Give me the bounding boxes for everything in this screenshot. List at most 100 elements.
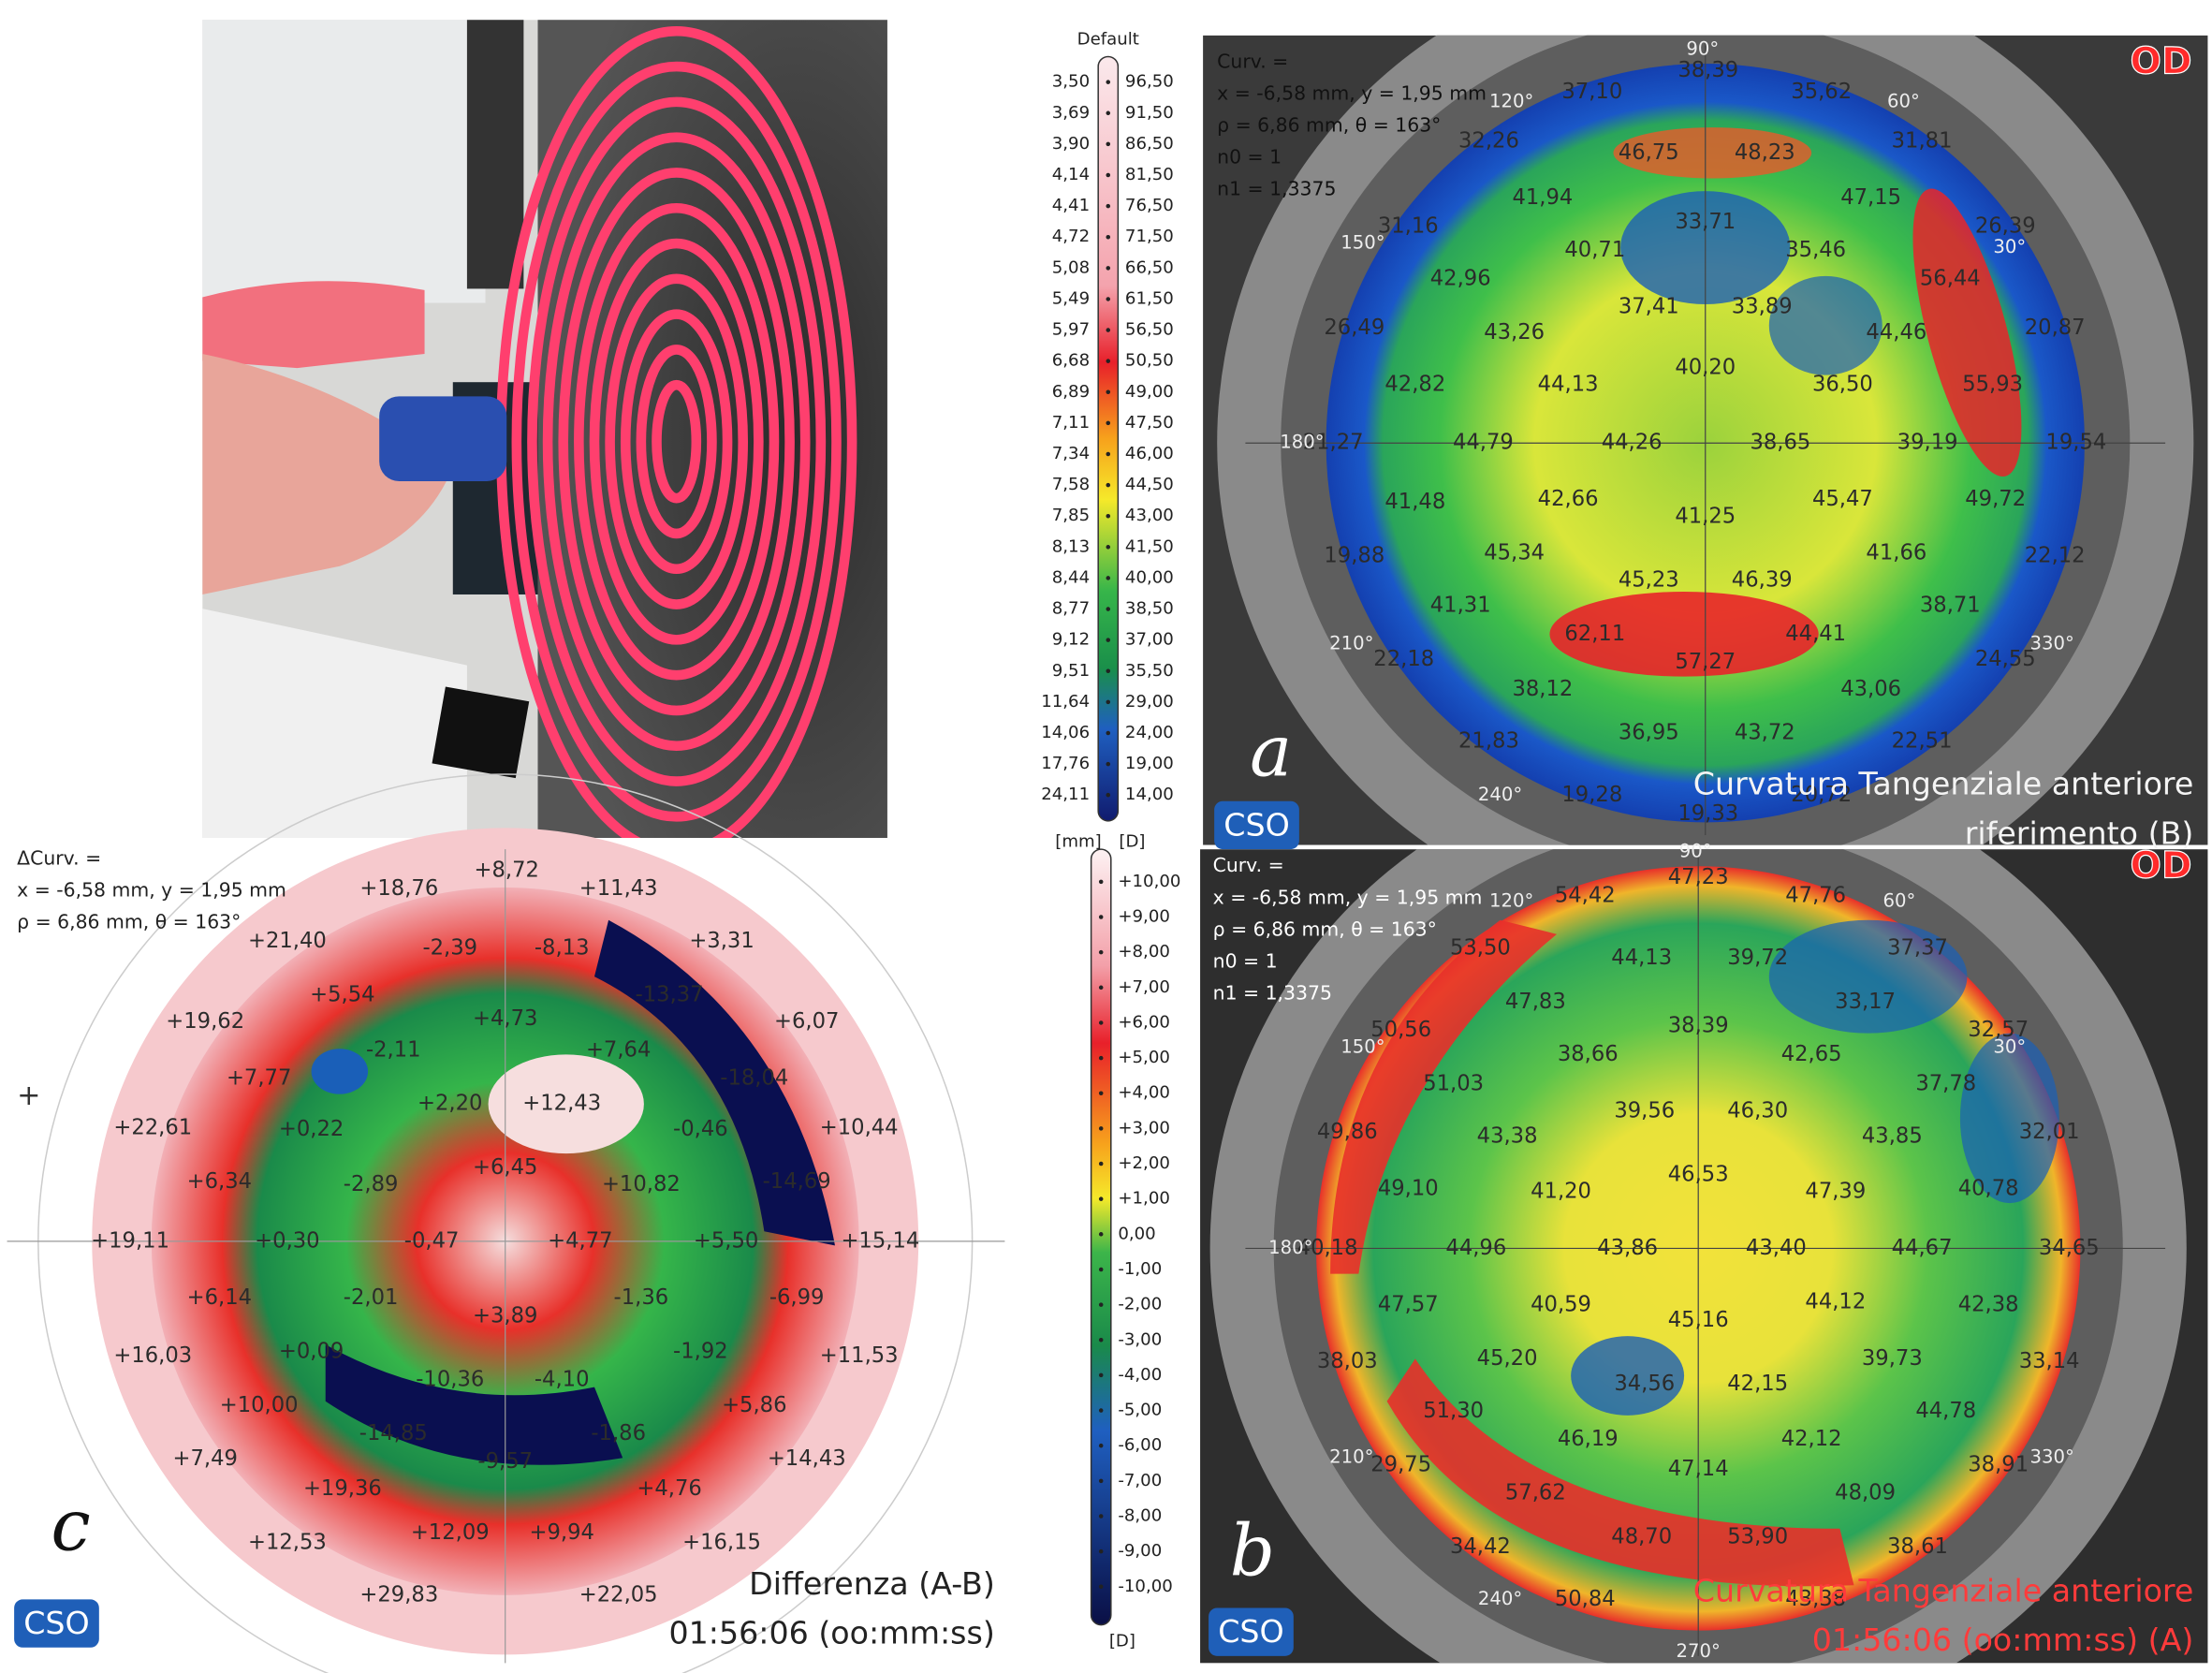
- map-value: -1,86: [591, 1421, 646, 1446]
- scale-label: -8,00: [1118, 1505, 1162, 1525]
- map-value: 31,16: [1378, 213, 1439, 238]
- cursor-info: n0 = 1: [1213, 949, 1278, 972]
- map-value: -8,13: [535, 935, 590, 960]
- scale-label-d: 38,50: [1125, 599, 1174, 619]
- map-value: 39,72: [1727, 946, 1788, 970]
- map-value: +8,72: [475, 858, 539, 882]
- map-value: -0,46: [673, 1117, 728, 1141]
- map-value: 49,86: [1317, 1120, 1378, 1144]
- scale-label-mm: 3,90: [1052, 134, 1090, 154]
- scale-label-d: 44,50: [1125, 475, 1174, 494]
- map-value: 41,31: [1430, 594, 1491, 618]
- map-value: 40,78: [1958, 1176, 2019, 1200]
- scale-label-mm: 14,06: [1041, 723, 1090, 742]
- scale-dot: [1098, 1408, 1104, 1413]
- panel-title: Curvatura Tangenziale anteriore: [1693, 766, 2194, 802]
- scale-label: -2,00: [1118, 1295, 1162, 1314]
- map-value: 43,38: [1785, 1587, 1846, 1611]
- map-value: 38,71: [1920, 594, 1981, 618]
- map-value: 44,26: [1602, 431, 1663, 455]
- panel-letter: a: [1250, 710, 1292, 792]
- scale-label: -4,00: [1118, 1365, 1162, 1385]
- scale-label: -3,00: [1118, 1329, 1162, 1349]
- scale-dot: [1106, 576, 1111, 580]
- scale-dot: [1106, 266, 1111, 271]
- map-value: +15,14: [841, 1228, 919, 1253]
- map-value: 40,59: [1531, 1292, 1591, 1316]
- map-value: +16,15: [682, 1530, 761, 1554]
- map-value: 44,96: [1445, 1236, 1506, 1260]
- scale-label: -6,00: [1118, 1435, 1162, 1455]
- map-value: 43,72: [1735, 721, 1795, 745]
- scale-label-d: 71,50: [1125, 227, 1174, 246]
- scale-dot: [1098, 1091, 1104, 1096]
- scale-label-mm: 4,41: [1052, 196, 1090, 215]
- map-value: +5,54: [310, 982, 374, 1006]
- scale-dot: [1106, 420, 1111, 426]
- map-value: +7,77: [227, 1066, 291, 1091]
- map-value: 43,38: [1477, 1124, 1538, 1149]
- scale-unit: [D]: [1119, 832, 1145, 852]
- map-value: 33,89: [1732, 295, 1793, 319]
- map-value: 44,13: [1611, 946, 1672, 970]
- map-value: 39,19: [1897, 431, 1958, 455]
- scale-label-mm: 24,11: [1041, 785, 1090, 804]
- scale-dot: [1106, 638, 1111, 642]
- scale-dot: [1106, 203, 1111, 209]
- map-value: +4,76: [637, 1476, 701, 1501]
- map-value: 42,65: [1781, 1042, 1842, 1066]
- scale-label: -10,00: [1118, 1577, 1172, 1596]
- map-value: -2,39: [422, 935, 477, 960]
- scale-dot: [1106, 389, 1111, 395]
- map-value: 48,70: [1611, 1524, 1672, 1548]
- scale-label: -5,00: [1118, 1401, 1162, 1420]
- scale-dot: [1106, 141, 1111, 147]
- scale-label-mm: 8,77: [1052, 599, 1090, 619]
- map-value: -4,10: [535, 1368, 590, 1392]
- scale-dot: [1106, 668, 1111, 674]
- scale-dot: [1098, 1514, 1104, 1519]
- map-value: 38,91: [1968, 1452, 2029, 1476]
- map-value: 26,49: [1324, 316, 1384, 340]
- scale-dot: [1106, 172, 1111, 178]
- cursor-info: n0 = 1: [1217, 146, 1282, 169]
- map-value: 32,01: [2019, 1120, 2080, 1144]
- cursor-info: Curv. =: [1217, 51, 1288, 73]
- map-value: 42,15: [1727, 1372, 1788, 1396]
- scale-label-mm: 11,64: [1041, 692, 1090, 712]
- scale-dot: [1098, 949, 1104, 955]
- map-value: 45,20: [1477, 1346, 1538, 1371]
- map-value: 44,78: [1915, 1399, 1976, 1423]
- map-value: 47,39: [1805, 1179, 1866, 1203]
- map-b: [1200, 849, 2208, 1664]
- panel-title: riferimento (B): [1965, 814, 2194, 851]
- map-value: 32,57: [1968, 1018, 2029, 1042]
- scale-dot: [1098, 1548, 1104, 1554]
- map-value: +12,53: [248, 1530, 327, 1554]
- scale-label: +6,00: [1118, 1012, 1170, 1032]
- map-value: 45,23: [1619, 567, 1679, 592]
- scale-label-d: 41,50: [1125, 536, 1174, 556]
- angle-label: 180°: [1268, 1237, 1312, 1258]
- scale-label-mm: 9,12: [1052, 630, 1090, 650]
- scale-dot: [1106, 513, 1111, 519]
- scale-dot: [1106, 328, 1111, 332]
- map-value: 43,26: [1484, 320, 1545, 345]
- angle-label: 210°: [1329, 632, 1373, 653]
- map-value: 41,20: [1531, 1179, 1591, 1203]
- scale-label-d: 14,00: [1125, 785, 1174, 804]
- map-value: 43,85: [1862, 1124, 1923, 1149]
- map-value: -2,01: [344, 1285, 399, 1310]
- scale-label: +5,00: [1118, 1048, 1170, 1067]
- map-value: -0,47: [404, 1228, 460, 1253]
- map-value: 31,81: [1892, 129, 1953, 154]
- map-value: 56,44: [1920, 266, 1981, 290]
- map-value: 57,62: [1505, 1480, 1566, 1504]
- cursor-info: ΔCurv. =: [17, 847, 101, 870]
- map-value: +7,49: [172, 1446, 237, 1471]
- scale-dot: [1098, 985, 1104, 991]
- map-value: 34,42: [1450, 1534, 1511, 1559]
- eye-label: OD: [2131, 41, 2192, 83]
- map-value: 47,15: [1840, 185, 1901, 210]
- map-value: -1,36: [614, 1285, 669, 1310]
